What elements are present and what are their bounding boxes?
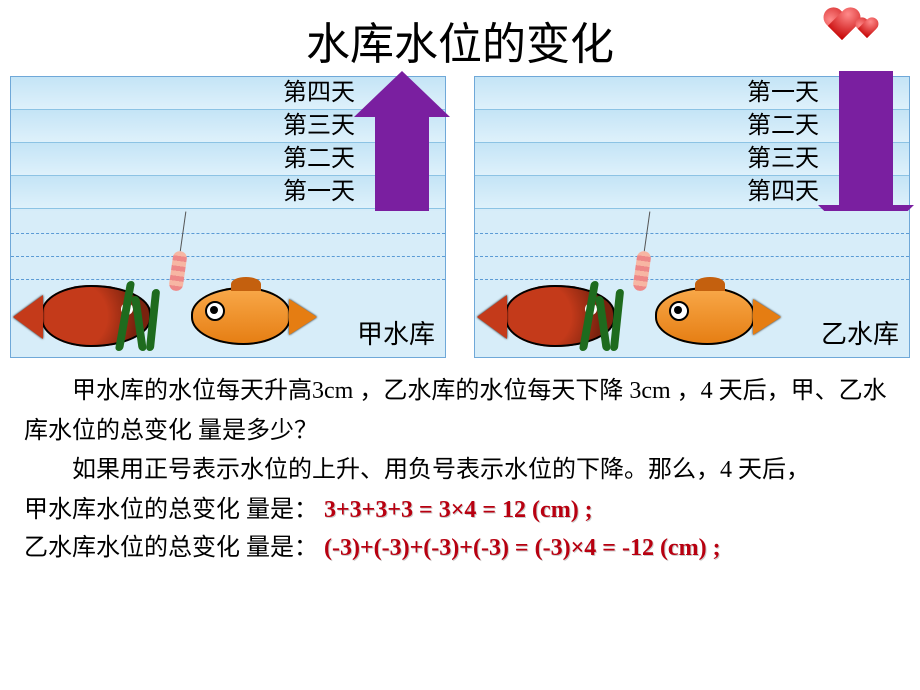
heart-icon bbox=[854, 18, 880, 42]
water-line bbox=[475, 233, 909, 234]
answer2-label: 乙水库水位的总变化 量是： bbox=[24, 535, 318, 561]
fish-orange-icon bbox=[655, 287, 755, 345]
paragraph-1: 甲水库的水位每天升高3cm ，乙水库的水位每天下降 3cm ，4 天后，甲、乙水… bbox=[24, 372, 896, 451]
reservoir-label: 乙水库 bbox=[821, 314, 899, 351]
fish-scene bbox=[505, 261, 765, 351]
paragraph-2: 如果用正号表示水位的上升、用负号表示水位的下降。那么，4 天后， bbox=[24, 451, 896, 491]
problem-text: 甲水库的水位每天升高3cm ，乙水库的水位每天下降 3cm ，4 天后，甲、乙水… bbox=[0, 358, 920, 491]
reservoir-label: 甲水库 bbox=[357, 314, 435, 351]
water-line bbox=[475, 256, 909, 257]
seaweed-icon bbox=[121, 281, 161, 351]
fish-orange-icon bbox=[191, 287, 291, 345]
water-line bbox=[11, 256, 445, 257]
reservoir-left: 第四天 第三天 第二天 第一天 甲水库 bbox=[10, 76, 446, 358]
seaweed-icon bbox=[585, 281, 625, 351]
answer-line-2: 乙水库水位的总变化 量是： (-3)+(-3)+(-3)+(-3) = (-3)… bbox=[0, 529, 920, 567]
heart-decoration bbox=[822, 8, 880, 44]
reservoir-panels: 第四天 第三天 第二天 第一天 甲水库 第一天 第二天 第三天 第四天 bbox=[0, 76, 920, 358]
water-body: 甲水库 bbox=[11, 211, 445, 357]
arrow-down-icon bbox=[839, 71, 893, 207]
page-title: 水库水位的变化 bbox=[0, 0, 920, 76]
water-body: 乙水库 bbox=[475, 211, 909, 357]
answer2-part-b: 12 (cm) ; bbox=[630, 535, 721, 561]
answer2-part-a: (-3)+(-3)+(-3)+(-3) = (-3)×4 = bbox=[324, 535, 622, 561]
water-line bbox=[11, 233, 445, 234]
answer1-expression: 3+3+3+3 = 3×4 = 12 (cm) ; bbox=[324, 497, 593, 523]
answer2-expression: (-3)+(-3)+(-3)+(-3) = (-3)×4 = -12 (cm) … bbox=[324, 535, 721, 561]
answer1-label: 甲水库水位的总变化 量是： bbox=[24, 497, 318, 523]
reservoir-right: 第一天 第二天 第三天 第四天 乙水库 bbox=[474, 76, 910, 358]
negative-sign: - bbox=[622, 535, 630, 561]
fish-scene bbox=[41, 261, 301, 351]
answer-line-1: 甲水库水位的总变化 量是： 3+3+3+3 = 3×4 = 12 (cm) ; bbox=[0, 491, 920, 529]
